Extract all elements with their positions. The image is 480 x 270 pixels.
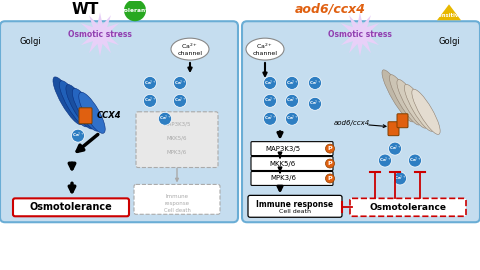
Text: Cell death: Cell death [164, 208, 191, 213]
Text: Ca$^{2+}$: Ca$^{2+}$ [309, 78, 321, 87]
Circle shape [286, 94, 299, 107]
Polygon shape [78, 12, 122, 56]
Circle shape [309, 97, 322, 110]
Circle shape [173, 76, 187, 89]
Circle shape [286, 76, 299, 89]
Text: Ca$^{2+}$: Ca$^{2+}$ [409, 156, 421, 165]
FancyBboxPatch shape [251, 157, 333, 170]
Text: Ca$^{2+}$: Ca$^{2+}$ [174, 78, 186, 87]
Text: Golgi: Golgi [20, 37, 42, 46]
Ellipse shape [60, 81, 89, 127]
Text: Ca$^{2+}$: Ca$^{2+}$ [174, 96, 186, 106]
Circle shape [309, 76, 322, 89]
Ellipse shape [246, 38, 284, 60]
Text: MPK3/6: MPK3/6 [270, 176, 296, 181]
Circle shape [408, 154, 421, 167]
Text: aod6/ccx4: aod6/ccx4 [334, 120, 370, 126]
Text: Osmotic stress: Osmotic stress [68, 30, 132, 39]
Circle shape [144, 94, 156, 107]
Text: MAP3K3/5: MAP3K3/5 [265, 146, 300, 152]
FancyBboxPatch shape [251, 142, 333, 156]
FancyBboxPatch shape [248, 195, 342, 217]
FancyBboxPatch shape [13, 198, 129, 216]
Text: Golgi: Golgi [438, 37, 460, 46]
Text: Ca$^{2+}$: Ca$^{2+}$ [389, 144, 401, 153]
Text: Ca$^{2+}$: Ca$^{2+}$ [379, 156, 391, 165]
FancyBboxPatch shape [136, 112, 218, 167]
Ellipse shape [412, 89, 440, 134]
FancyBboxPatch shape [0, 21, 238, 222]
Text: Osmotic stress: Osmotic stress [328, 30, 392, 39]
Ellipse shape [171, 38, 209, 60]
Text: tolerant: tolerant [121, 8, 149, 13]
Circle shape [173, 94, 187, 107]
Polygon shape [437, 4, 461, 20]
Text: MKK5/6: MKK5/6 [270, 161, 296, 167]
Circle shape [144, 76, 156, 89]
Text: Ca$^{2+}$: Ca$^{2+}$ [286, 78, 298, 87]
Ellipse shape [404, 84, 433, 131]
Circle shape [394, 172, 407, 185]
Circle shape [325, 144, 335, 153]
FancyBboxPatch shape [251, 171, 333, 185]
Text: P: P [328, 176, 332, 181]
Ellipse shape [72, 88, 100, 131]
Text: Cell death: Cell death [279, 209, 311, 214]
Circle shape [286, 112, 299, 125]
Text: Ca$^{2+}$: Ca$^{2+}$ [286, 96, 298, 106]
Text: Ca$^{2+}$: Ca$^{2+}$ [144, 96, 156, 106]
Text: P: P [328, 161, 332, 166]
Circle shape [72, 129, 84, 142]
Text: Immune response: Immune response [256, 200, 334, 209]
Text: Ca$^{2+}$: Ca$^{2+}$ [159, 114, 171, 123]
Ellipse shape [389, 75, 420, 125]
Text: P: P [328, 146, 332, 151]
Text: response: response [165, 201, 190, 206]
FancyBboxPatch shape [79, 108, 92, 124]
Circle shape [158, 112, 171, 125]
Text: Ca$^{2+}$: Ca$^{2+}$ [181, 42, 199, 51]
Circle shape [325, 159, 335, 168]
Text: Ca$^{2+}$: Ca$^{2+}$ [264, 114, 276, 123]
Circle shape [264, 94, 276, 107]
Text: MPK3/6: MPK3/6 [167, 149, 187, 154]
Text: CCX4: CCX4 [97, 111, 121, 120]
Ellipse shape [79, 92, 105, 133]
Circle shape [124, 0, 146, 21]
Text: Ca$^{2+}$: Ca$^{2+}$ [256, 42, 274, 51]
Text: Immune: Immune [166, 194, 189, 199]
FancyBboxPatch shape [388, 122, 399, 136]
Text: Ca$^{2+}$: Ca$^{2+}$ [309, 99, 321, 109]
Circle shape [264, 112, 276, 125]
Ellipse shape [53, 77, 83, 125]
Text: MAP3K3/5: MAP3K3/5 [163, 121, 191, 126]
Circle shape [264, 76, 276, 89]
Text: Ca$^{2+}$: Ca$^{2+}$ [264, 96, 276, 106]
Text: Osmotolerance: Osmotolerance [30, 202, 112, 212]
Text: WT: WT [72, 2, 99, 17]
Text: channel: channel [252, 50, 277, 56]
Text: Ca$^{2+}$: Ca$^{2+}$ [394, 174, 406, 183]
FancyBboxPatch shape [397, 114, 408, 128]
Text: aod6/ccx4: aod6/ccx4 [295, 3, 365, 16]
Polygon shape [338, 12, 382, 56]
Circle shape [325, 174, 335, 183]
Ellipse shape [397, 79, 427, 128]
Text: Ca$^{2+}$: Ca$^{2+}$ [264, 78, 276, 87]
Text: Ca$^{2+}$: Ca$^{2+}$ [286, 114, 298, 123]
Ellipse shape [66, 85, 94, 129]
FancyBboxPatch shape [134, 184, 220, 214]
FancyBboxPatch shape [242, 21, 480, 222]
Text: Osmotolerance: Osmotolerance [370, 203, 446, 212]
Circle shape [379, 154, 392, 167]
FancyBboxPatch shape [350, 198, 466, 216]
Text: sensitive: sensitive [435, 13, 462, 18]
Text: Ca$^{2+}$: Ca$^{2+}$ [144, 78, 156, 87]
Text: MKK5/6: MKK5/6 [167, 135, 187, 140]
Ellipse shape [382, 70, 414, 122]
Text: Ca$^{2+}$: Ca$^{2+}$ [72, 131, 84, 140]
Text: channel: channel [178, 50, 203, 56]
Circle shape [388, 142, 401, 155]
